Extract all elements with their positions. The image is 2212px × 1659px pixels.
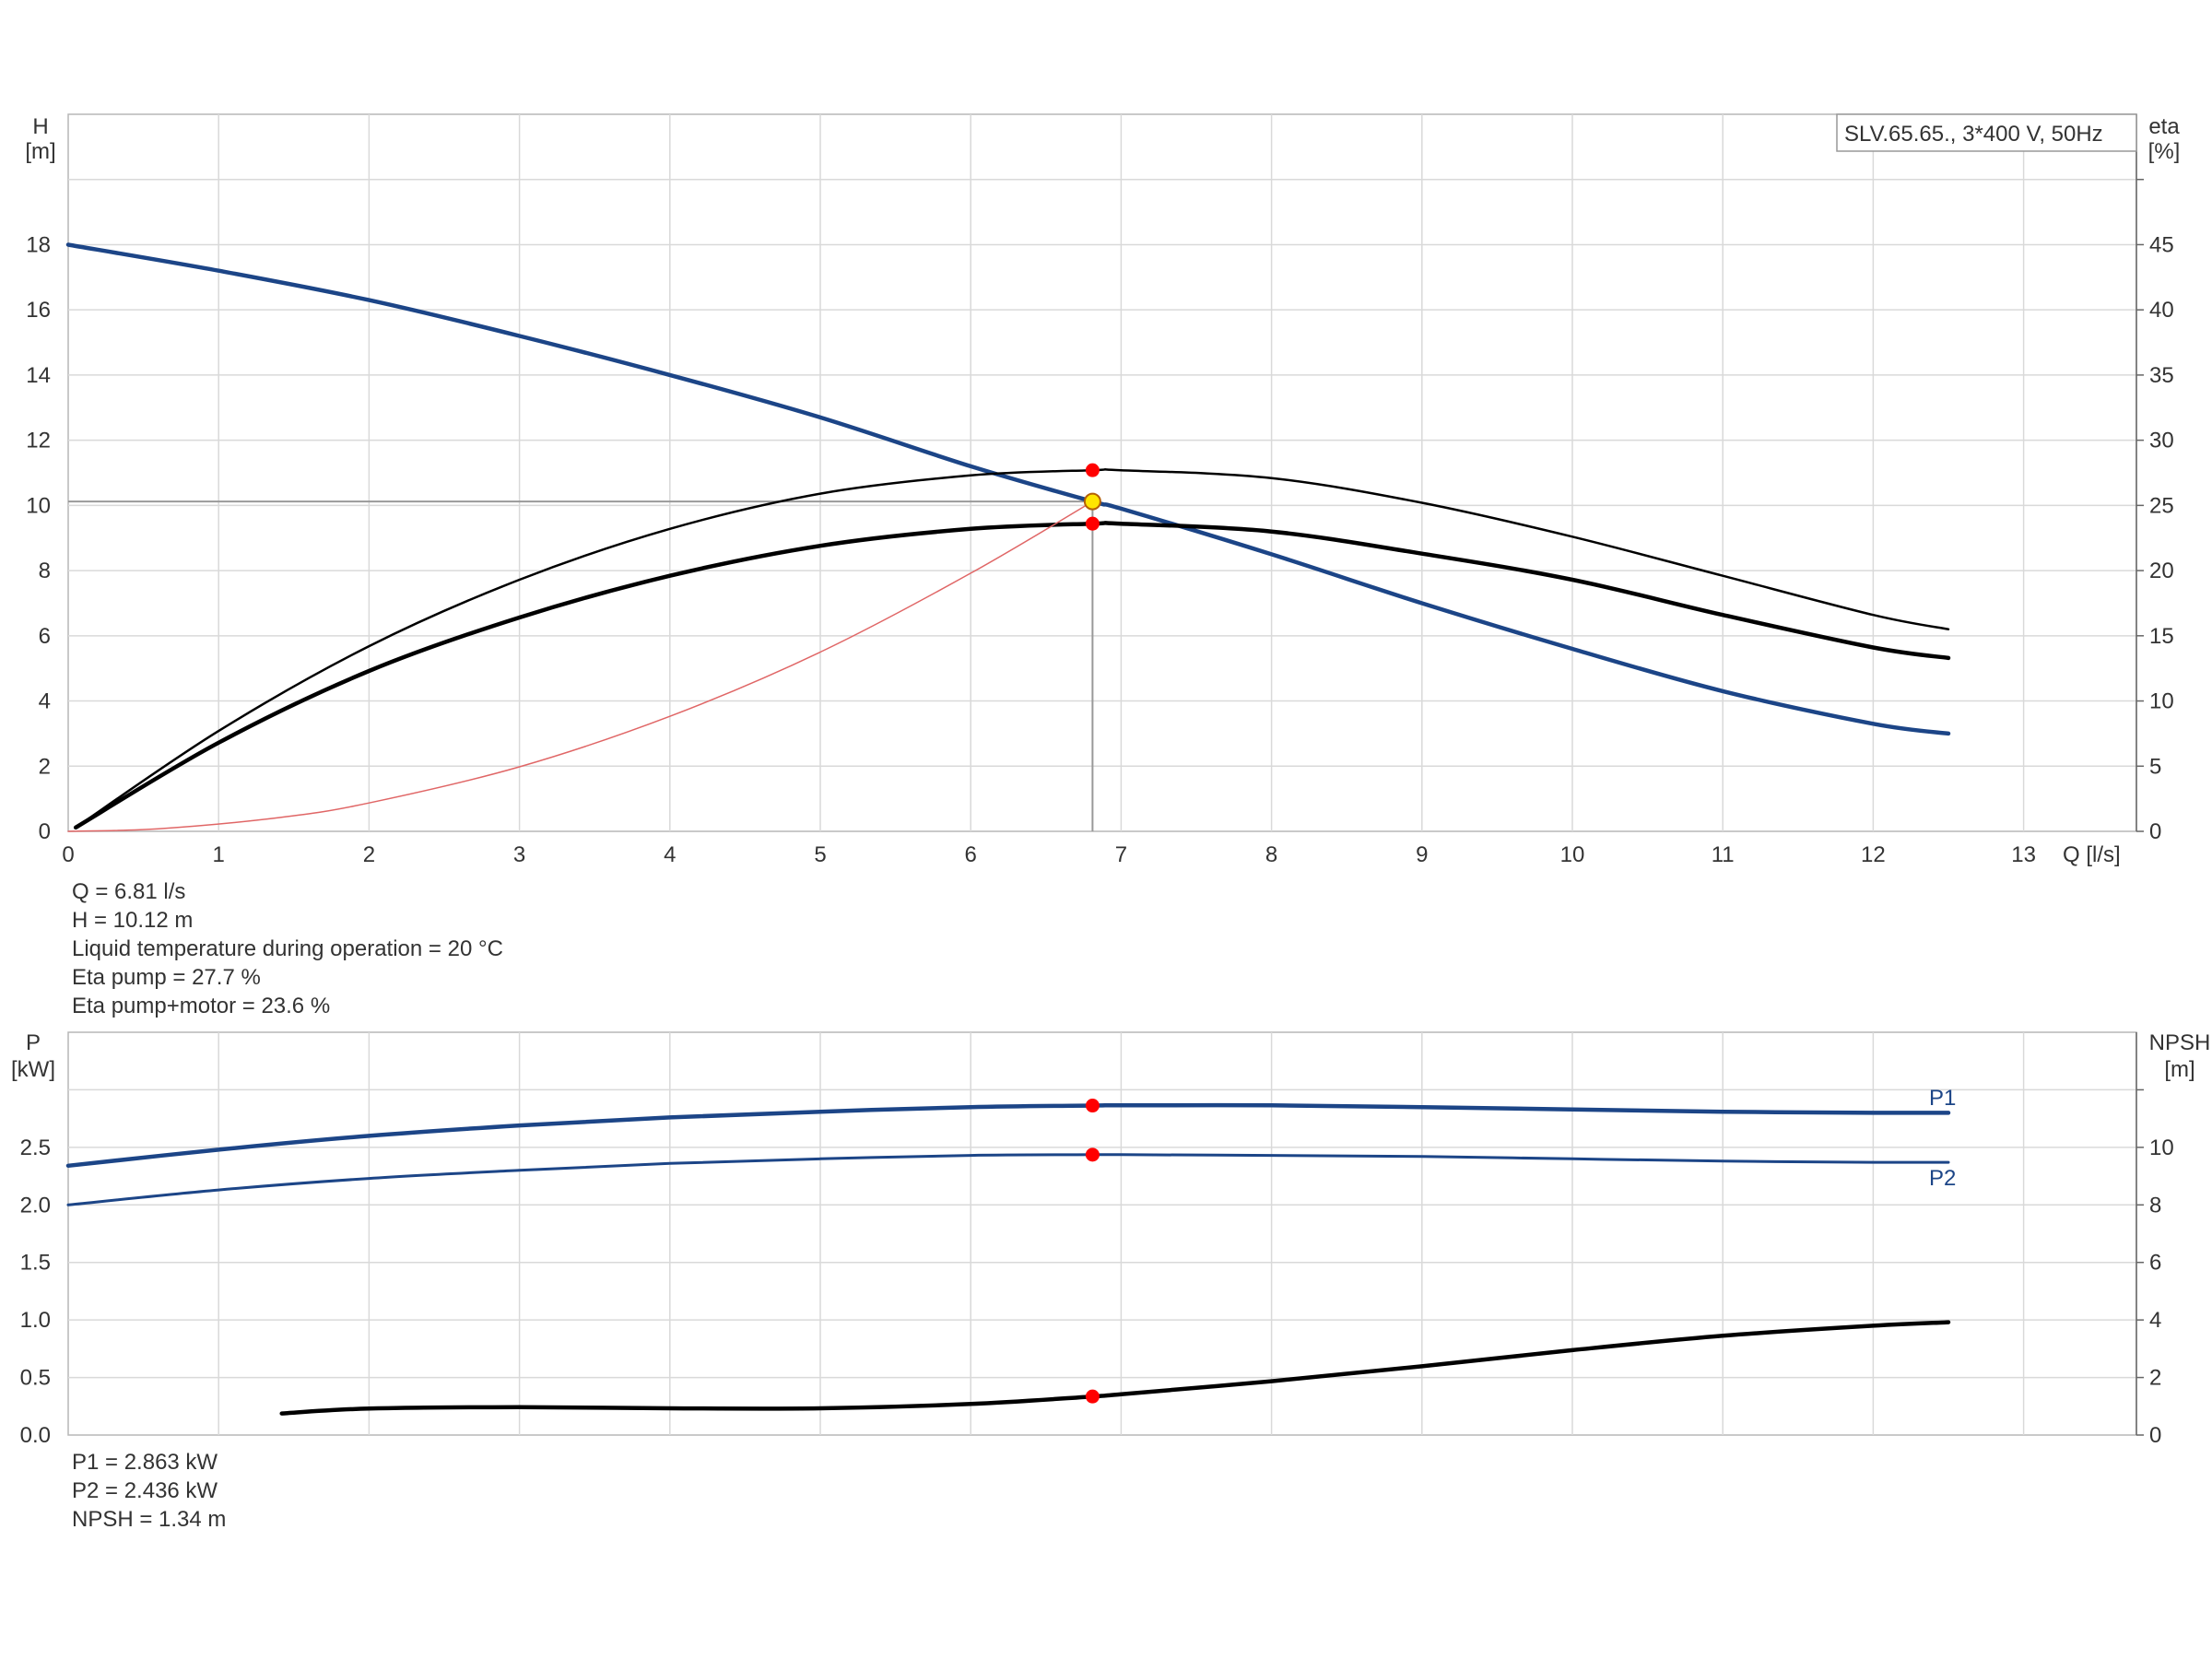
top-y-right-tick-label: 25 bbox=[2149, 493, 2174, 518]
top-y-left-tick-label: 12 bbox=[26, 429, 51, 453]
top-y-left-tick-label: 14 bbox=[26, 363, 51, 388]
bottom-chart-ticks: 0.0 0.5 1.0 1.5 2.0 2.5 0 2 4 6 8 10 bbox=[20, 1032, 2174, 1448]
bottom-y-left-label: P bbox=[26, 1030, 41, 1055]
top-y-left-tick-label: 18 bbox=[26, 232, 51, 257]
top-x-tick-label: 9 bbox=[1416, 842, 1428, 867]
series-label-p1: P1 bbox=[1929, 1086, 1956, 1111]
top-chart-series bbox=[65, 242, 1951, 832]
duty-point-marker bbox=[1085, 516, 1100, 531]
duty-point-marker bbox=[1085, 1147, 1100, 1162]
top-y-right-tick-label: 35 bbox=[2149, 363, 2174, 388]
top-y-left-unit: [m] bbox=[25, 139, 55, 164]
bottom-plot-frame bbox=[67, 1031, 2137, 1436]
top-y-left-tick-label: 2 bbox=[39, 754, 51, 779]
top-x-tick-label: 8 bbox=[1265, 842, 1277, 867]
top-y-right-tick-label: 5 bbox=[2149, 754, 2161, 779]
p1-power-curve bbox=[65, 1102, 1951, 1169]
top-y-right-tick-label: 0 bbox=[2149, 819, 2161, 844]
top-x-tick-label: 7 bbox=[1115, 842, 1127, 867]
legend-box-text: SLV.65.65., 3*400 V, 50Hz bbox=[1844, 122, 2103, 147]
bottom-chart-grid bbox=[67, 1031, 2137, 1436]
top-x-tick-label: 1 bbox=[213, 842, 225, 867]
info-p2: P2 = 2.436 kW bbox=[72, 1478, 218, 1503]
top-x-tick-label: 5 bbox=[814, 842, 826, 867]
duty-point-marker bbox=[1085, 1389, 1100, 1404]
top-y-right-unit: [%] bbox=[2148, 139, 2181, 164]
legend-box bbox=[1836, 113, 2137, 152]
bottom-y-left-tick-label: 1.0 bbox=[20, 1308, 51, 1333]
info-p1: P1 = 2.863 kW bbox=[72, 1450, 218, 1475]
bottom-y-left-tick-label: 0.0 bbox=[20, 1423, 51, 1448]
bottom-y-right-label: NPSH bbox=[2149, 1030, 2211, 1055]
top-y-right-tick-label: 10 bbox=[2149, 689, 2174, 714]
top-plot-frame bbox=[67, 113, 2137, 832]
p2-power-curve bbox=[66, 1153, 1950, 1206]
info-eta-pump: Eta pump = 27.7 % bbox=[72, 965, 261, 990]
eta-pump-motor-curve bbox=[73, 521, 1951, 830]
top-y-right-tick-label: 45 bbox=[2149, 232, 2174, 257]
duty-point-marker bbox=[1085, 1099, 1100, 1113]
top-x-tick-label: 3 bbox=[513, 842, 525, 867]
bottom-y-left-tick-label: 0.5 bbox=[20, 1366, 51, 1391]
top-y-right-tick-label: 40 bbox=[2149, 298, 2174, 323]
info-eta-pump-motor: Eta pump+motor = 23.6 % bbox=[72, 994, 330, 1018]
info-flow: Q = 6.81 l/s bbox=[72, 879, 185, 904]
bottom-y-left-tick-label: 2.0 bbox=[20, 1193, 51, 1218]
top-y-left-label: H bbox=[32, 114, 48, 139]
top-y-right-tick-label: 15 bbox=[2149, 624, 2174, 649]
bottom-y-right-tick-label: 10 bbox=[2149, 1135, 2174, 1160]
bottom-y-right-tick-label: 4 bbox=[2149, 1308, 2161, 1333]
bottom-y-left-tick-label: 2.5 bbox=[20, 1135, 51, 1160]
bottom-y-left-tick-label: 1.5 bbox=[20, 1251, 51, 1276]
top-x-label: Q [l/s] bbox=[2063, 842, 2121, 867]
info-npsh: NPSH = 1.34 m bbox=[72, 1507, 226, 1532]
top-y-left-tick-label: 0 bbox=[39, 819, 51, 844]
operating-point-marker bbox=[1083, 492, 1101, 511]
system-curve bbox=[67, 500, 1094, 832]
bottom-y-right-tick-label: 2 bbox=[2149, 1366, 2161, 1391]
bottom-y-right-unit: [m] bbox=[2164, 1057, 2194, 1082]
top-y-right-label: eta bbox=[2148, 114, 2180, 139]
top-x-tick-label: 6 bbox=[965, 842, 977, 867]
bottom-y-right-tick-label: 8 bbox=[2149, 1193, 2161, 1218]
top-chart-grid bbox=[67, 113, 2137, 832]
top-x-tick-label: 2 bbox=[363, 842, 375, 867]
top-y-left-tick-label: 4 bbox=[39, 689, 51, 714]
bottom-chart-series bbox=[65, 1099, 1951, 1416]
top-x-tick-label: 12 bbox=[1861, 842, 1886, 867]
series-label-p2: P2 bbox=[1929, 1166, 1956, 1191]
top-y-right-tick-label: 30 bbox=[2149, 429, 2174, 453]
info-head: H = 10.12 m bbox=[72, 908, 193, 933]
bottom-y-right-tick-label: 0 bbox=[2149, 1423, 2161, 1448]
top-x-tick-label: 10 bbox=[1560, 842, 1585, 867]
top-y-left-tick-label: 6 bbox=[39, 624, 51, 649]
pump-head-curve bbox=[65, 242, 1951, 736]
top-x-tick-label: 11 bbox=[1712, 842, 1735, 867]
top-y-right-tick-label: 20 bbox=[2149, 559, 2174, 583]
bottom-y-left-unit: [kW] bbox=[11, 1057, 55, 1082]
top-x-tick-label: 13 bbox=[2011, 842, 2036, 867]
top-x-tick-label: 4 bbox=[664, 842, 676, 867]
duty-point-marker bbox=[1085, 463, 1100, 477]
top-x-tick-label: 0 bbox=[62, 842, 74, 867]
npsh-curve bbox=[279, 1320, 1951, 1416]
bottom-y-right-tick-label: 6 bbox=[2149, 1251, 2161, 1276]
eta-pump-curve bbox=[74, 468, 1950, 830]
top-y-left-tick-label: 10 bbox=[26, 493, 51, 518]
top-y-left-tick-label: 8 bbox=[39, 559, 51, 583]
top-chart-ticks: 0 1 2 3 4 5 6 7 8 9 10 11 12 130246810121416180510152… bbox=[26, 114, 2174, 867]
top-y-left-tick-label: 16 bbox=[26, 298, 51, 323]
info-liquid-temperature: Liquid temperature during operation = 20… bbox=[72, 936, 503, 961]
